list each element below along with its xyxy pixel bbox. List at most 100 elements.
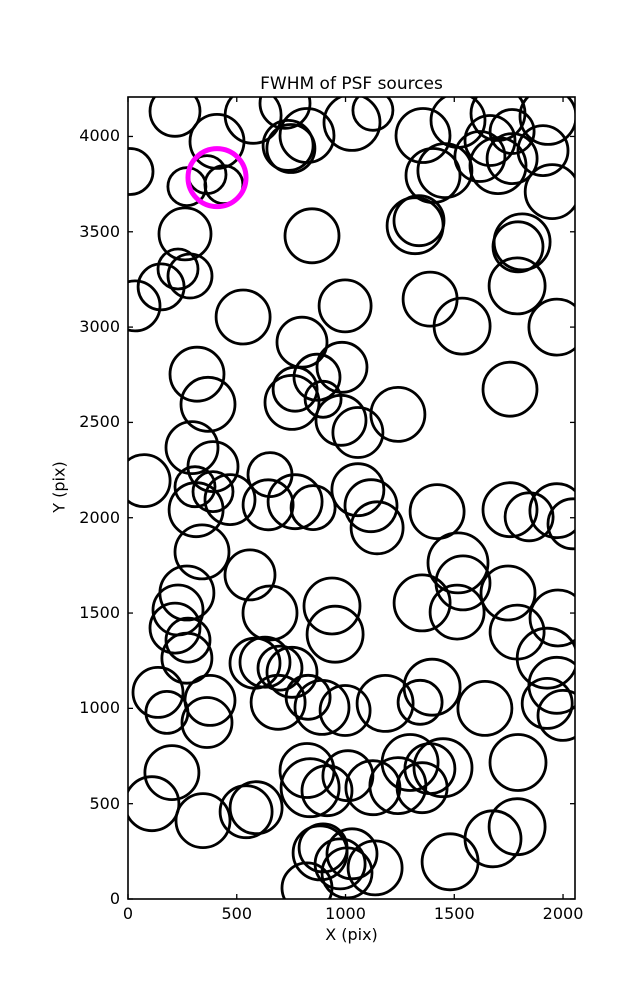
psf-source-circle — [503, 491, 555, 543]
psf-source-circle — [518, 97, 575, 146]
psf-source-circle — [203, 473, 257, 527]
psf-source-circle — [485, 132, 539, 186]
psf-source-circle — [368, 756, 428, 815]
psf-source-circle — [456, 680, 514, 737]
psf-source-circle — [143, 744, 201, 801]
psf-source-circle — [263, 373, 321, 431]
psf-source-circle — [128, 147, 155, 196]
psf-source-circle — [228, 636, 282, 690]
psf-source-circle — [228, 780, 284, 836]
y-axis-label: Y (pix) — [49, 461, 69, 513]
psf-source-circle — [179, 375, 237, 433]
psf-source-circle — [302, 576, 362, 636]
psf-source-circle — [536, 689, 575, 742]
psf-source-circle — [487, 256, 547, 316]
psf-source-circle — [317, 278, 373, 334]
psf-source-circle — [487, 797, 547, 857]
psf-source-circle — [256, 644, 304, 692]
psf-source-circle — [173, 523, 231, 581]
psf-source-circle — [346, 839, 404, 897]
psf-source-circle — [322, 97, 382, 152]
psf-source-circle — [148, 97, 202, 138]
psf-source-circle — [428, 583, 486, 641]
psf-source-circle — [223, 97, 283, 145]
psf-source-circle — [164, 420, 220, 476]
psf-source-circle — [241, 584, 299, 642]
psf-source-circle — [320, 846, 374, 899]
psf-source-circle — [300, 764, 354, 818]
psf-source-circle — [279, 757, 341, 819]
psf-source-circle — [434, 554, 492, 612]
axis-ticks-layer — [127, 97, 575, 900]
psf-sources-layer — [128, 97, 575, 899]
psf-source-circle — [148, 601, 202, 655]
psf-source-circle — [420, 832, 480, 892]
psf-source-circle — [488, 108, 536, 155]
psf-source-circle — [131, 666, 185, 719]
psf-source-circle — [265, 123, 317, 174]
psf-source-circle — [265, 645, 319, 699]
psf-source-circle — [528, 588, 575, 648]
psf-source-circle — [401, 270, 459, 328]
psf-source-circle — [369, 385, 427, 443]
psf-source-circle — [258, 97, 312, 130]
psf-source-circle — [315, 340, 369, 394]
psf-source-circle — [325, 827, 379, 881]
psf-source-circle — [173, 465, 217, 509]
psf-source-circle — [168, 345, 226, 403]
psf-source-circle — [160, 631, 214, 685]
psf-source-circle — [527, 297, 575, 357]
psf-source-circle — [343, 478, 399, 534]
psf-source-circle — [249, 673, 307, 731]
chart-title: FWHM of PSF sources — [260, 74, 443, 94]
psf-source-circle — [261, 118, 315, 172]
psf-source-circle — [395, 761, 449, 815]
psf-source-circle — [481, 360, 539, 418]
psf-source-circle — [223, 548, 277, 602]
psf-source-circle — [183, 674, 237, 727]
psf-source-circle — [318, 684, 372, 737]
psf-source-circle — [479, 564, 537, 622]
psf-source-circle — [416, 142, 474, 200]
psf-source-circle — [528, 482, 575, 540]
psf-source-circle — [515, 626, 575, 690]
psf-source-circle — [191, 470, 235, 514]
psf-source-circle — [412, 737, 474, 799]
psf-source-circle — [174, 792, 232, 849]
psf-source-circle — [523, 163, 575, 220]
psf-source-circle — [453, 130, 507, 183]
psf-source-circle — [396, 678, 444, 726]
psf-source-circle — [167, 481, 225, 539]
psf-source-circle — [188, 112, 246, 170]
psf-source-circle — [284, 673, 332, 721]
psf-source-circle — [351, 97, 395, 132]
psf-source-circle — [463, 114, 517, 167]
highlighted-psf-source — [185, 146, 249, 210]
axes-frame — [127, 96, 576, 900]
psf-source-circle — [164, 616, 212, 664]
psf-source-circle — [520, 677, 574, 730]
psf-source-circle — [136, 262, 186, 312]
psf-source-circle — [157, 206, 213, 262]
psf-source-circle — [293, 679, 351, 736]
psf-source-circle — [292, 352, 342, 402]
psf-source-circle — [402, 657, 462, 717]
psf-source-circle — [180, 696, 234, 749]
psf-source-circle — [546, 497, 575, 551]
psf-source-circle — [289, 484, 337, 532]
psf-source-circle — [426, 531, 490, 595]
psf-source-circle — [392, 194, 446, 248]
psf-source-circle — [266, 473, 324, 531]
x-axis-label: X (pix) — [325, 925, 378, 944]
psf-source-circle — [278, 107, 336, 164]
psf-source-circle — [280, 861, 334, 899]
psf-source-circle — [128, 453, 172, 508]
psf-source-circle — [408, 483, 466, 541]
psf-source-circle — [156, 247, 200, 291]
psf-source-circle — [432, 296, 492, 356]
psf-source-circle — [128, 279, 162, 333]
psf-source-circle — [278, 742, 336, 799]
psf-source-circle — [392, 573, 452, 633]
